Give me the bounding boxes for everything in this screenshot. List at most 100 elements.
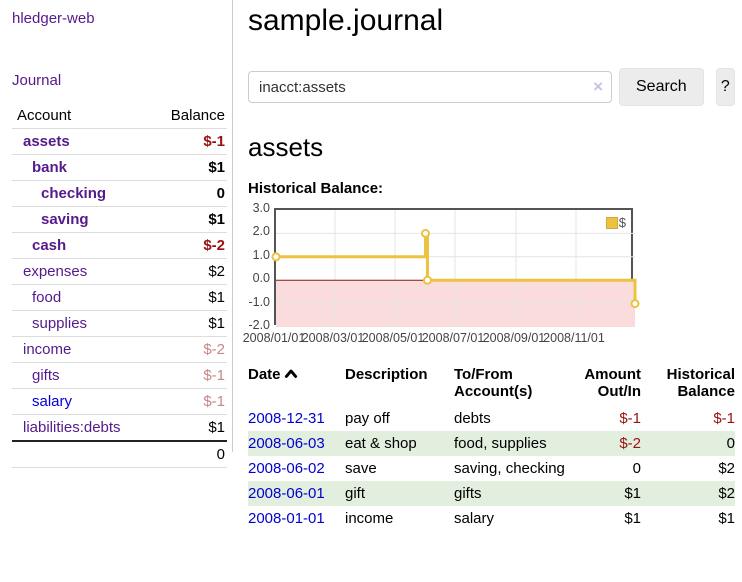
y-tick-label: 3.0 [252, 201, 270, 215]
chart-legend: $ [605, 215, 626, 230]
y-tick-label: -1.0 [248, 294, 270, 309]
transaction-description: income [345, 510, 394, 527]
transaction-date-link[interactable]: 2008-06-02 [248, 460, 325, 477]
transaction-date-link[interactable]: 2008-01-01 [248, 510, 325, 527]
y-tick-label: -2.0 [248, 318, 270, 332]
account-link[interactable]: cash [32, 237, 67, 254]
account-balance: 0 [216, 185, 225, 202]
account-row: liabilities:debts $1 [12, 415, 227, 441]
transaction-amount: $1 [624, 485, 641, 502]
account-row: saving $1 [12, 207, 227, 233]
app-brand-link[interactable]: hledger-web [12, 10, 95, 27]
transaction-balance: $1 [718, 510, 735, 527]
account-row: food $1 [12, 285, 227, 311]
x-tick-label: 2008/03/01 [301, 331, 365, 345]
account-balance: $-2 [203, 341, 225, 358]
account-row: income $-2 [12, 337, 227, 363]
clear-search-icon[interactable]: × [593, 77, 603, 96]
register-header-amount: Amount Out/In [584, 366, 641, 400]
transaction-amount: 0 [632, 460, 641, 477]
transaction-date-link[interactable]: 2008-06-03 [248, 435, 325, 452]
accounts-total-value: 0 [150, 440, 227, 468]
transaction-amount: $-2 [619, 435, 641, 452]
transaction-balance: 0 [726, 435, 735, 452]
account-link[interactable]: saving [41, 211, 89, 228]
y-tick-label: 2.0 [252, 224, 270, 239]
transaction-description: pay off [345, 410, 390, 427]
account-row: bank $1 [12, 155, 227, 181]
x-tick-label: 2008/09/01 [482, 331, 546, 345]
nav-journal-link[interactable]: Journal [12, 72, 62, 89]
search-form: × Search ? [248, 68, 735, 106]
transaction-balance: $-1 [713, 410, 735, 427]
accounts-total-row: 0 [12, 440, 227, 468]
transaction-row: 2008-12-31 pay off debts $-1 $-1 [248, 406, 735, 431]
account-balance: $-1 [203, 393, 225, 410]
transaction-date-link[interactable]: 2008-12-31 [248, 410, 325, 427]
transaction-balance: $2 [718, 460, 735, 477]
account-balance: $1 [208, 289, 225, 306]
account-row: salary $-1 [12, 389, 227, 415]
account-row: checking 0 [12, 181, 227, 207]
account-link[interactable]: gifts [32, 367, 60, 384]
sort-ascending-icon [284, 369, 297, 378]
account-balance: $-2 [203, 237, 225, 254]
balance-chart-plot [271, 210, 640, 327]
main-content: sample.journal × Search ? assets Histori… [243, 0, 735, 531]
legend-label: $ [618, 215, 626, 230]
transaction-date-link[interactable]: 2008-06-01 [248, 485, 325, 502]
account-link[interactable]: supplies [32, 315, 88, 332]
account-link[interactable]: salary [32, 393, 73, 410]
account-link[interactable]: checking [41, 185, 107, 202]
accounts-header-account: Account [17, 107, 72, 124]
x-axis-ticks: 2008/01/01 2008/03/01 2008/05/01 2008/07/01… [243, 331, 633, 347]
register-header-accounts: To/From Account(s) [454, 366, 533, 400]
page-title: sample.journal [248, 4, 444, 37]
transaction-row: 2008-06-02 save saving, checking 0 $2 [248, 456, 735, 481]
account-balance: $2 [208, 263, 225, 280]
account-link[interactable]: liabilities:debts [23, 419, 121, 436]
account-row: assets $-1 [12, 129, 227, 155]
account-balance: $1 [208, 211, 225, 228]
transaction-row: 2008-06-01 gift gifts $1 $2 [248, 481, 735, 506]
account-balance: $1 [208, 315, 225, 332]
transaction-amount: $1 [624, 510, 641, 527]
chart-title: Historical Balance: [248, 180, 384, 197]
sidebar-accounts-table: Account Balance assets $-1 bank [12, 103, 227, 468]
y-tick-label: 0.0 [252, 271, 270, 286]
transaction-row: 2008-06-03 eat & shop food, supplies $-2… [248, 431, 735, 456]
register-table: Date Description To/From Account(s) Amou… [248, 364, 735, 531]
account-link[interactable]: food [32, 289, 62, 306]
account-link[interactable]: expenses [23, 263, 88, 280]
chart-plot-area: $ [271, 208, 640, 327]
x-tick-label: 2008/11/01 [543, 331, 605, 345]
register-header-balance: Historical Balance [666, 366, 735, 400]
transaction-amount: $-1 [619, 410, 641, 427]
x-tick-label: 2008/01/01 [242, 331, 306, 345]
legend-swatch-icon [605, 216, 618, 229]
account-row: gifts $-1 [12, 363, 227, 389]
transaction-description: eat & shop [345, 435, 417, 452]
account-balance: $1 [208, 159, 225, 176]
help-button[interactable]: ? [715, 68, 735, 106]
transaction-accounts: saving, checking [454, 460, 565, 477]
search-input[interactable] [248, 71, 612, 103]
transaction-description: save [345, 460, 377, 477]
account-balance: $1 [208, 419, 225, 436]
register-header-description: Description [345, 366, 428, 383]
account-link[interactable]: bank [32, 159, 68, 176]
account-row: supplies $1 [12, 311, 227, 337]
account-link[interactable]: income [23, 341, 72, 358]
transaction-accounts: salary [454, 510, 495, 527]
search-button[interactable]: Search [619, 68, 704, 106]
x-tick-label: 2008/07/01 [421, 331, 485, 345]
register-header-row: Date Description To/From Account(s) Amou… [248, 364, 735, 406]
register-header-date[interactable]: Date [248, 364, 345, 406]
transaction-accounts: debts [454, 410, 491, 427]
x-tick-label: 2008/05/01 [361, 331, 425, 345]
accounts-header-balance: Balance [170, 107, 225, 124]
transaction-description: gift [345, 485, 366, 502]
transaction-row: 2008-01-01 income salary $1 $1 [248, 506, 735, 531]
search-box: × [248, 71, 612, 103]
account-link[interactable]: assets [23, 133, 70, 150]
